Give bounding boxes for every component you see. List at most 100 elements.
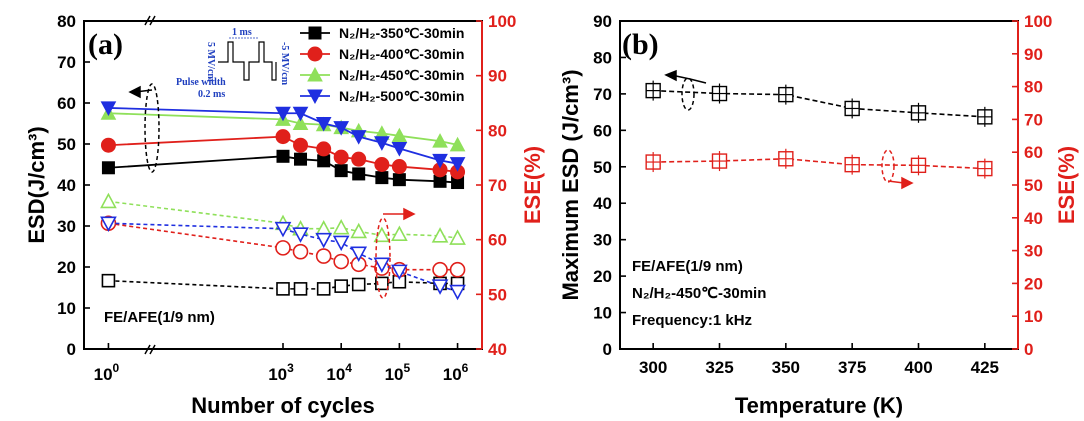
pulse-inset: 1 ms 5 MV/cm -5 MV/cm Pulse width 0.2 ms [176,27,290,100]
series-7-point [332,235,350,252]
y2-tick-label: 90 [488,67,507,86]
axis-break-marks [144,15,156,355]
y2-tick-label: 10 [1024,307,1043,326]
series-0-line [653,89,985,118]
series-7-point [315,232,333,249]
x-tick-label: 350 [772,358,800,377]
series-4-point [375,276,389,291]
y2-tick-label: 100 [488,12,516,31]
y2-tick-label: 40 [488,340,507,359]
series-0-point [778,84,794,105]
x-tick-label: 103 [268,361,294,384]
series-0-point [294,152,308,166]
series-6-point [350,222,368,239]
x-tick-label: 325 [705,358,733,377]
y2-tick-label: 20 [1024,274,1043,293]
series-0-point [276,149,290,163]
panel-b-y-axis-label: Maximum ESD (J/cm³) [558,69,583,300]
series-1-point [391,159,407,175]
y2-tick-label: 40 [1024,209,1043,228]
series-3-point [315,117,332,132]
y2-tick-label: 80 [488,121,507,140]
panel-a-label: (a) [88,28,123,61]
y-tick-label: 20 [593,267,612,286]
series-5-point [315,248,332,264]
y-tick-label: 40 [593,194,612,213]
series-6-point [373,226,391,243]
y2-tick-label: 50 [488,285,507,304]
series-1-line [108,135,458,173]
panel-b-annotation-2: N₂/H₂-450℃-30min [632,285,766,302]
series-6-point [449,229,466,245]
series-7-point [292,227,309,243]
legend-marker [307,89,323,105]
series-3-point [391,142,408,157]
series-1-point [351,151,367,167]
panel-b-annotation-1: FE/AFE(1/9 nm) [632,258,743,275]
series-0-point [977,106,993,127]
legend-label: N₂/H₂-500℃-30min [339,88,464,104]
series-5-point [333,253,349,270]
legend-marker [308,26,322,40]
y-tick-label: 20 [57,258,76,277]
y-tick-label: 10 [57,299,76,318]
series-4-line [108,279,458,290]
series-0-point [392,173,406,187]
y-tick-label: 30 [593,231,612,250]
series-5-point [275,240,291,256]
y-tick-label: 80 [57,12,76,31]
panel-a-annotation: FE/AFE(1/9 nm) [104,309,215,326]
series-4-point [316,282,331,296]
series-1-point [100,137,116,153]
series-6-line [108,200,458,239]
y-tick-label: 60 [593,121,612,140]
series-3-point [350,130,367,145]
x-tick-label: 375 [838,358,866,377]
series-0-point [375,171,389,185]
series-1-point [374,157,390,172]
panel-a-y2-axis-label: ESE(%) [520,146,545,224]
y-tick-label: 10 [593,304,612,323]
series-2-point [449,136,466,152]
inset-period: 1 ms [232,27,252,38]
y-tick-label: 90 [593,12,612,31]
series-5-point [432,261,448,278]
x-tick-label: 105 [385,361,411,384]
series-3-point [374,136,390,151]
series-2-line [108,112,458,146]
series-6-point [391,225,408,241]
series-0-point [317,154,331,168]
x-tick-label: 425 [971,358,999,377]
y-tick-label: 50 [57,135,76,154]
y2-tick-label: 70 [488,176,507,195]
y-tick-label: 0 [603,340,612,359]
series-7-point [391,264,408,281]
series-7-point [373,257,391,273]
series-3-point [275,106,291,122]
panel-b-left-arrow [664,69,707,111]
series-7-point [431,279,449,295]
y-tick-label: 50 [593,158,612,177]
series-1-line [653,157,985,170]
x-tick-label: 104 [326,361,352,384]
series-1-point [844,154,860,175]
panel-b: 0 10 20 30 40 50 60 70 80 90 0 10 20 30 40 50 60 70 80 90 10… [558,12,1079,418]
series-4-point [351,277,366,292]
series-0-line [108,155,458,184]
series-7-line [108,222,458,293]
y2-tick-label: 80 [1024,78,1043,97]
series-3-point [333,121,350,136]
series-6-point [332,218,350,235]
series-7-point [350,246,368,263]
legend-marker [307,46,323,62]
series-1-point [275,129,291,145]
panel-b-y2-axis-label: ESE(%) [1054,146,1079,224]
x-tick-label: 100 [94,361,120,384]
legend-label: N₂/H₂-350℃-30min [339,25,464,41]
panel-a-left-arrow [128,83,160,173]
y2-tick-label: 50 [1024,176,1043,195]
series-2-point [292,115,309,130]
y-tick-label: 70 [593,85,612,104]
panel-b-annotation-3: Frequency:1 kHz [632,312,752,329]
